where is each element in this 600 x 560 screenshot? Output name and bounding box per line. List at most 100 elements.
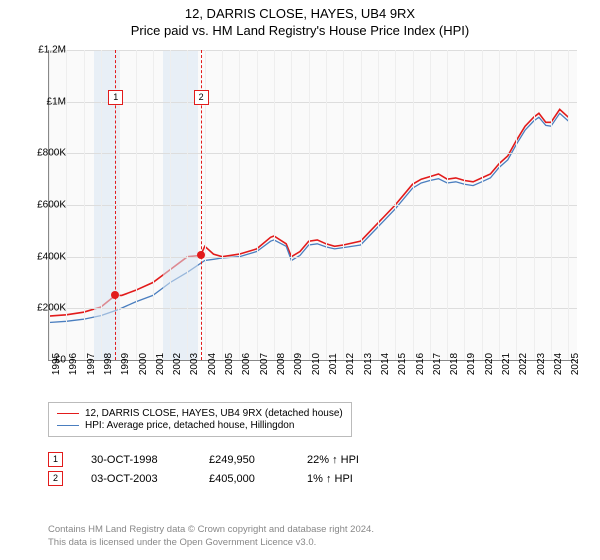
- x-gridline: [326, 50, 327, 360]
- transaction-hpi-delta: 22% ↑ HPI: [307, 454, 387, 466]
- x-axis-label: 2015: [397, 353, 408, 375]
- legend-item: HPI: Average price, detached house, Hill…: [57, 420, 343, 431]
- x-axis-label: 2000: [138, 353, 149, 375]
- footer-line-1: Contains HM Land Registry data © Crown c…: [48, 524, 374, 537]
- x-axis-label: 2005: [224, 353, 235, 375]
- footer-line-2: This data is licensed under the Open Gov…: [48, 537, 374, 550]
- x-axis-label: 1996: [68, 353, 79, 375]
- x-axis-label: 2012: [345, 353, 356, 375]
- chart-subtitle: Price paid vs. HM Land Registry's House …: [0, 23, 600, 38]
- x-gridline: [153, 50, 154, 360]
- legend-box: 12, DARRIS CLOSE, HAYES, UB4 9RX (detach…: [48, 402, 352, 437]
- x-gridline: [309, 50, 310, 360]
- x-gridline: [343, 50, 344, 360]
- legend-label: 12, DARRIS CLOSE, HAYES, UB4 9RX (detach…: [85, 408, 343, 419]
- transaction-marker-icon: 1: [48, 452, 63, 467]
- legend-swatch: [57, 425, 79, 426]
- y-gridline: [49, 308, 577, 309]
- x-gridline: [239, 50, 240, 360]
- x-gridline: [499, 50, 500, 360]
- y-gridline: [49, 102, 577, 103]
- footer-attribution: Contains HM Land Registry data © Crown c…: [48, 524, 374, 550]
- chart-title: 12, DARRIS CLOSE, HAYES, UB4 9RX: [0, 6, 600, 21]
- x-axis-label: 2025: [570, 353, 581, 375]
- x-axis-label: 2011: [328, 353, 339, 375]
- x-axis-label: 2023: [536, 353, 547, 375]
- y-axis-label: £600K: [26, 200, 66, 211]
- x-gridline: [361, 50, 362, 360]
- y-axis-label: £1.2M: [26, 45, 66, 56]
- x-gridline: [257, 50, 258, 360]
- legend-swatch: [57, 413, 79, 414]
- y-gridline: [49, 257, 577, 258]
- x-axis-label: 2008: [276, 353, 287, 375]
- x-gridline: [482, 50, 483, 360]
- x-gridline: [447, 50, 448, 360]
- x-axis-label: 2004: [207, 353, 218, 375]
- y-gridline: [49, 50, 577, 51]
- x-gridline: [464, 50, 465, 360]
- transactions-table: 1 30-OCT-1998 £249,950 22% ↑ HPI 2 03-OCT-200…: [48, 448, 387, 490]
- y-axis-label: £800K: [26, 148, 66, 159]
- y-axis-label: £1M: [26, 96, 66, 107]
- transaction-row: 2 03-OCT-2003 £405,000 1% ↑ HPI: [48, 471, 387, 486]
- transaction-marker-box: 1: [108, 90, 123, 105]
- x-axis-label: 2013: [363, 353, 374, 375]
- x-gridline: [101, 50, 102, 360]
- y-gridline: [49, 205, 577, 206]
- x-axis-label: 1999: [120, 353, 131, 375]
- transaction-price: £249,950: [209, 454, 279, 466]
- x-axis-label: 2003: [189, 353, 200, 375]
- x-axis-label: 1997: [86, 353, 97, 375]
- x-axis-label: 1995: [51, 353, 62, 375]
- x-gridline: [551, 50, 552, 360]
- transaction-price: £405,000: [209, 473, 279, 485]
- title-block: 12, DARRIS CLOSE, HAYES, UB4 9RX Price p…: [0, 0, 600, 38]
- x-axis-label: 2021: [501, 353, 512, 375]
- plot-area: 12: [48, 50, 577, 361]
- transaction-marker-icon: 2: [48, 471, 63, 486]
- x-gridline: [170, 50, 171, 360]
- x-axis-label: 2006: [241, 353, 252, 375]
- x-gridline: [413, 50, 414, 360]
- x-axis-label: 2007: [259, 353, 270, 375]
- x-axis-label: 2009: [293, 353, 304, 375]
- x-axis-label: 2022: [518, 353, 529, 375]
- legend-item: 12, DARRIS CLOSE, HAYES, UB4 9RX (detach…: [57, 408, 343, 419]
- x-gridline: [187, 50, 188, 360]
- x-gridline: [66, 50, 67, 360]
- x-gridline: [274, 50, 275, 360]
- x-axis-label: 2024: [553, 353, 564, 375]
- y-gridline: [49, 153, 577, 154]
- x-axis-label: 2019: [466, 353, 477, 375]
- x-axis-label: 2016: [415, 353, 426, 375]
- x-gridline: [516, 50, 517, 360]
- transaction-marker-box: 2: [194, 90, 209, 105]
- x-axis-label: 2018: [449, 353, 460, 375]
- x-axis-label: 2017: [432, 353, 443, 375]
- x-gridline: [568, 50, 569, 360]
- x-gridline: [84, 50, 85, 360]
- x-gridline: [395, 50, 396, 360]
- transaction-row: 1 30-OCT-1998 £249,950 22% ↑ HPI: [48, 452, 387, 467]
- x-gridline: [291, 50, 292, 360]
- x-axis-label: 2020: [484, 353, 495, 375]
- transaction-dot: [111, 291, 119, 299]
- x-axis-label: 2010: [311, 353, 322, 375]
- x-axis-label: 1998: [103, 353, 114, 375]
- transaction-hpi-delta: 1% ↑ HPI: [307, 473, 387, 485]
- x-gridline: [136, 50, 137, 360]
- transaction-date: 30-OCT-1998: [91, 454, 181, 466]
- x-axis-label: 2001: [155, 353, 166, 375]
- transaction-date: 03-OCT-2003: [91, 473, 181, 485]
- x-axis-label: 2002: [172, 353, 183, 375]
- x-gridline: [430, 50, 431, 360]
- x-gridline: [534, 50, 535, 360]
- x-gridline: [378, 50, 379, 360]
- y-axis-label: £200K: [26, 303, 66, 314]
- transaction-dot: [197, 251, 205, 259]
- x-gridline: [222, 50, 223, 360]
- chart-container: 12, DARRIS CLOSE, HAYES, UB4 9RX Price p…: [0, 0, 600, 560]
- legend-label: HPI: Average price, detached house, Hill…: [85, 420, 294, 431]
- x-axis-label: 2014: [380, 353, 391, 375]
